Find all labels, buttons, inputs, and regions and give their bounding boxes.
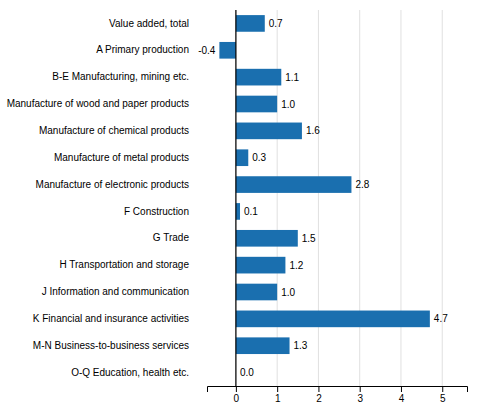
x-tick: 0 xyxy=(234,386,240,404)
grid-line xyxy=(235,10,236,386)
grid-line xyxy=(400,10,401,386)
data-label: -0.4 xyxy=(198,45,216,56)
y-tick-label: Manufacture of metal products xyxy=(54,152,189,163)
data-label: 0.1 xyxy=(244,206,258,217)
y-tick-label: Manufacture of electronic products xyxy=(36,179,189,190)
y-tick-label: B-E Manufacturing, mining etc. xyxy=(52,71,189,82)
bar xyxy=(236,149,248,166)
y-tick: M-N Business-to-business services xyxy=(33,340,207,351)
plot: 0 1 2 3 4 5 O-Q Education, health etc. M-N Busi… xyxy=(7,10,468,404)
y-tick: B-E Manufacturing, mining etc. xyxy=(52,71,207,82)
data-label: 1.0 xyxy=(281,99,295,110)
y-tick-label: Manufacture of chemical products xyxy=(39,125,189,136)
bar xyxy=(236,337,290,354)
x-axis-line xyxy=(208,387,468,393)
data-label: 0.0 xyxy=(240,367,254,378)
y-tick-label: G Trade xyxy=(153,232,190,243)
x-axis: 0 1 2 3 4 5 xyxy=(208,386,468,404)
x-tick-mark xyxy=(401,386,402,392)
chart: 0 1 2 3 4 5 O-Q Education, health etc. M-N Busi… xyxy=(0,0,491,416)
y-tick-label: M-N Business-to-business services xyxy=(33,340,189,351)
bar xyxy=(236,284,277,301)
y-tick: Value added, total xyxy=(109,18,207,29)
y-tick: Manufacture of metal products xyxy=(54,152,207,163)
grid xyxy=(236,10,442,386)
x-tick-mark xyxy=(318,386,319,392)
x-tick-mark xyxy=(442,386,443,392)
x-tick-label: 2 xyxy=(316,393,322,404)
bar xyxy=(219,42,236,59)
y-tick: K Financial and insurance activities xyxy=(33,313,207,324)
bar xyxy=(236,96,277,113)
bar xyxy=(236,257,286,274)
data-label: 1.5 xyxy=(302,233,316,244)
data-label: 1.0 xyxy=(281,287,295,298)
y-tick-label: A Primary production xyxy=(96,44,189,55)
bar xyxy=(236,176,352,193)
bar xyxy=(236,15,265,32)
y-tick: A Primary production xyxy=(96,44,207,55)
x-tick-label: 1 xyxy=(275,393,281,404)
data-labels: 0.0 1.3 4.7 1.0 1.2 1.5 0.1 2.8 0.3 1.6 1.0 1.1 -0.4… xyxy=(198,18,448,378)
grid-line xyxy=(442,10,443,386)
x-tick: 5 xyxy=(440,386,446,404)
x-tick: 4 xyxy=(399,386,405,404)
y-tick: O-Q Education, health etc. xyxy=(71,367,207,378)
x-tick: 1 xyxy=(275,386,281,404)
data-label: 0.3 xyxy=(252,152,266,163)
y-tick: H Transportation and storage xyxy=(59,259,207,270)
x-tick-mark xyxy=(360,386,361,392)
y-tick: F Construction xyxy=(124,206,207,217)
y-tick: Manufacture of electronic products xyxy=(36,179,207,190)
x-tick-label: 3 xyxy=(357,393,363,404)
y-tick-label: Value added, total xyxy=(109,18,189,29)
y-tick-label: H Transportation and storage xyxy=(59,259,189,270)
y-tick: Manufacture of chemical products xyxy=(39,125,207,136)
bar xyxy=(236,311,430,328)
y-tick: G Trade xyxy=(153,232,207,243)
y-tick: J Information and communication xyxy=(42,286,207,297)
data-label: 4.7 xyxy=(434,313,448,324)
data-label: 2.8 xyxy=(355,179,369,190)
x-tick-label: 0 xyxy=(234,393,240,404)
x-tick-mark xyxy=(236,386,237,392)
y-tick: Manufacture of wood and paper products xyxy=(7,98,207,109)
grid-line xyxy=(318,10,319,386)
bars xyxy=(219,15,429,354)
data-label: 1.3 xyxy=(294,340,308,351)
grid-line xyxy=(277,10,278,386)
y-tick-label: Manufacture of wood and paper products xyxy=(7,98,189,109)
bar xyxy=(236,230,298,247)
zero-line xyxy=(235,10,236,386)
bar xyxy=(236,203,240,220)
x-tick-label: 4 xyxy=(399,393,405,404)
x-tick: 2 xyxy=(316,386,322,404)
y-tick-label: O-Q Education, health etc. xyxy=(71,367,189,378)
y-axis: O-Q Education, health etc. M-N Business-t… xyxy=(7,18,207,378)
y-tick-label: K Financial and insurance activities xyxy=(33,313,189,324)
data-label: 1.6 xyxy=(306,125,320,136)
x-tick-mark xyxy=(277,386,278,392)
x-tick: 3 xyxy=(357,386,363,404)
y-tick-label: J Information and communication xyxy=(42,286,189,297)
bar xyxy=(236,123,302,140)
data-label: 1.1 xyxy=(285,72,299,83)
x-tick-label: 5 xyxy=(440,393,446,404)
grid-line xyxy=(359,10,360,386)
y-tick-label: F Construction xyxy=(124,206,189,217)
data-label: 1.2 xyxy=(289,260,303,271)
bar xyxy=(236,69,281,86)
data-label: 0.7 xyxy=(269,18,283,29)
